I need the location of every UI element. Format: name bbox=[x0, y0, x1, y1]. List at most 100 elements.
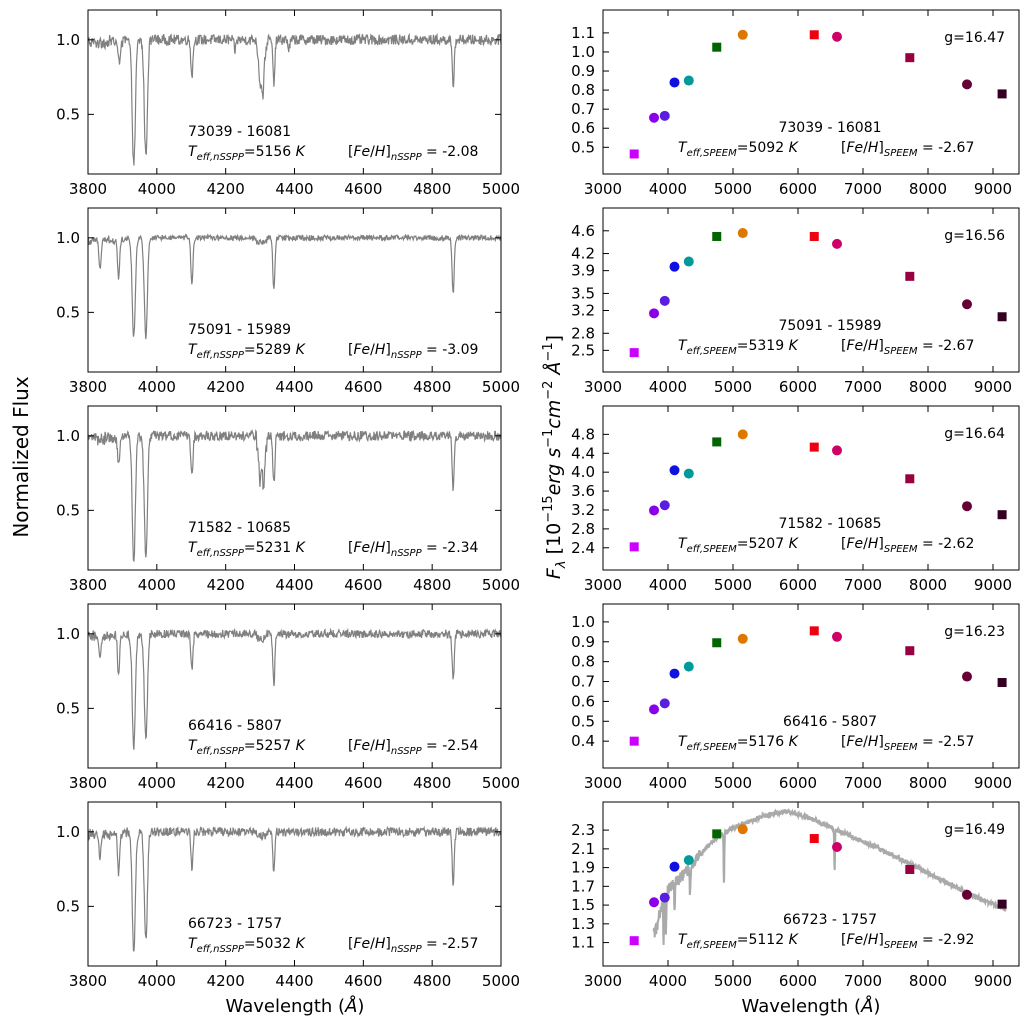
photometry-circle-point bbox=[962, 79, 972, 90]
photometry-circle-point bbox=[832, 31, 842, 42]
x-tick-label: 5000 bbox=[482, 972, 520, 990]
photometry-circle-point bbox=[962, 299, 972, 310]
photometry-circle-point bbox=[832, 238, 842, 249]
photometry-circle-point bbox=[649, 505, 660, 516]
photometry-circle-point bbox=[683, 661, 694, 672]
x-tick-label: 8000 bbox=[909, 972, 947, 990]
sed-frame bbox=[602, 603, 1020, 769]
teff-label: Teff,SPEEM=5092 K bbox=[678, 140, 800, 159]
g-magnitude-label: g=16.56 bbox=[944, 228, 1005, 244]
x-tick-label: 7000 bbox=[844, 180, 882, 198]
sed-panel: 1.11.31.51.71.92.12.3 3000 4000 5000 6000 700… bbox=[571, 801, 1020, 990]
x-tick-label: 9000 bbox=[974, 774, 1012, 792]
y-tick-label: 1.1 bbox=[571, 934, 595, 952]
x-tick-label: 3800 bbox=[69, 378, 107, 396]
spectrum-line bbox=[87, 627, 502, 750]
y-tick-label: 0.9 bbox=[571, 633, 595, 651]
g-magnitude-label: g=16.49 bbox=[944, 822, 1005, 838]
feh-label: [Fe/H]SPEEM = -2.92 bbox=[841, 932, 974, 951]
photometry-square-point bbox=[997, 89, 1007, 99]
photometry-circle-point bbox=[683, 256, 694, 267]
x-tick-label: 4600 bbox=[344, 378, 382, 396]
spectrum-line bbox=[87, 233, 502, 340]
photometry-square-point bbox=[905, 474, 915, 484]
x-tick-label: 4400 bbox=[275, 378, 313, 396]
y-tick-label: 2.8 bbox=[571, 324, 595, 342]
x-tick-label: 4600 bbox=[344, 180, 382, 198]
x-tick-label: 4800 bbox=[413, 180, 451, 198]
photometry-square-point bbox=[629, 736, 639, 746]
photometry-square-point bbox=[712, 437, 722, 447]
x-tick-label: 3000 bbox=[584, 774, 622, 792]
star-id-label: 66723 - 1757 bbox=[783, 912, 877, 928]
left-y-axis-label: Normalized Flux bbox=[9, 376, 33, 538]
photometry-circle-point bbox=[683, 468, 694, 479]
y-tick-label: 1.9 bbox=[571, 859, 595, 877]
photometry-circle-point bbox=[669, 861, 680, 872]
x-tick-label: 7000 bbox=[844, 378, 882, 396]
star-id-label: 66416 - 5807 bbox=[188, 718, 282, 734]
x-tick-label: 4800 bbox=[413, 378, 451, 396]
x-tick-label: 5000 bbox=[714, 378, 752, 396]
y-tick-label: 1.0 bbox=[56, 31, 80, 49]
x-tick-label: 7000 bbox=[844, 972, 882, 990]
star-id-label: 73039 - 16081 bbox=[188, 124, 291, 140]
sed-panel: 0.50.60.70.80.91.01.1 3000 4000 5000 6000 700… bbox=[571, 9, 1020, 198]
x-tick-label: 4000 bbox=[649, 576, 687, 594]
star-id-label: 66416 - 5807 bbox=[783, 714, 877, 730]
photometry-circle-point bbox=[659, 295, 670, 306]
y-tick-label: 0.5 bbox=[56, 105, 80, 123]
x-tick-label: 4800 bbox=[413, 774, 451, 792]
x-tick-label: 4600 bbox=[344, 972, 382, 990]
photometry-square-point bbox=[905, 271, 915, 281]
y-tick-label: 1.1 bbox=[571, 24, 595, 42]
x-tick-label: 4400 bbox=[275, 576, 313, 594]
star-id-label: 75091 - 15989 bbox=[778, 318, 881, 334]
photometry-square-point bbox=[629, 348, 639, 358]
spectrum-panel: 0.5 1.0 3800 4000 4200 4400 4600 4800 5000 71582 … bbox=[56, 405, 520, 594]
sed-frame bbox=[602, 207, 1020, 373]
y-tick-label: 2.4 bbox=[571, 539, 595, 557]
x-tick-label: 6000 bbox=[779, 576, 817, 594]
y-tick-label: 2.8 bbox=[571, 520, 595, 538]
photometry-circle-point bbox=[659, 500, 670, 511]
y-tick-label: 1.3 bbox=[571, 915, 595, 933]
photometry-square-point bbox=[809, 442, 819, 452]
x-tick-label: 7000 bbox=[844, 576, 882, 594]
y-tick-label: 1.7 bbox=[571, 877, 595, 895]
x-tick-label: 4000 bbox=[138, 378, 176, 396]
photometry-circle-point bbox=[737, 633, 748, 644]
y-tick-label: 2.5 bbox=[571, 341, 595, 359]
x-tick-label: 4800 bbox=[413, 972, 451, 990]
teff-label: Teff,nSSPP=5257 K bbox=[188, 738, 307, 757]
x-tick-label: 4400 bbox=[275, 972, 313, 990]
photometry-circle-point bbox=[669, 261, 680, 272]
x-tick-label: 4000 bbox=[649, 774, 687, 792]
sed-panel: 0.4 0.5 0.60.7 0.8 0.9 1.0 3000 4000 5000 6000 700… bbox=[571, 603, 1020, 792]
x-tick-label: 5000 bbox=[714, 180, 752, 198]
photometry-square-point bbox=[712, 829, 722, 839]
y-tick-label: 4.2 bbox=[571, 245, 595, 263]
g-magnitude-label: g=16.23 bbox=[944, 624, 1005, 640]
photometry-square-point bbox=[997, 678, 1007, 688]
x-tick-label: 4000 bbox=[138, 972, 176, 990]
photometry-square-point bbox=[629, 936, 639, 946]
photometry-square-point bbox=[997, 510, 1007, 520]
x-tick-label: 4000 bbox=[649, 378, 687, 396]
y-tick-label: 4.6 bbox=[571, 222, 595, 240]
x-tick-label: 5000 bbox=[714, 774, 752, 792]
y-tick-label: 3.5 bbox=[571, 284, 595, 302]
star-id-label: 71582 - 10685 bbox=[188, 520, 291, 536]
y-tick-label: 2.1 bbox=[571, 840, 595, 858]
photometry-circle-point bbox=[832, 841, 842, 852]
photometry-circle-point bbox=[832, 445, 842, 456]
spectrum-panel: 0.5 1.0 3800 4000 4200 4400 4600 4800 5000 66416 … bbox=[56, 603, 520, 792]
sed-frame bbox=[602, 405, 1020, 571]
y-tick-label: 4.0 bbox=[571, 463, 595, 481]
y-tick-label: 4.4 bbox=[571, 444, 595, 462]
photometry-square-point bbox=[905, 864, 915, 874]
x-tick-label: 8000 bbox=[909, 774, 947, 792]
y-tick-label: 0.4 bbox=[571, 732, 595, 750]
photometry-circle-point bbox=[683, 75, 694, 86]
teff-label: Teff,SPEEM=5112 K bbox=[678, 932, 800, 951]
